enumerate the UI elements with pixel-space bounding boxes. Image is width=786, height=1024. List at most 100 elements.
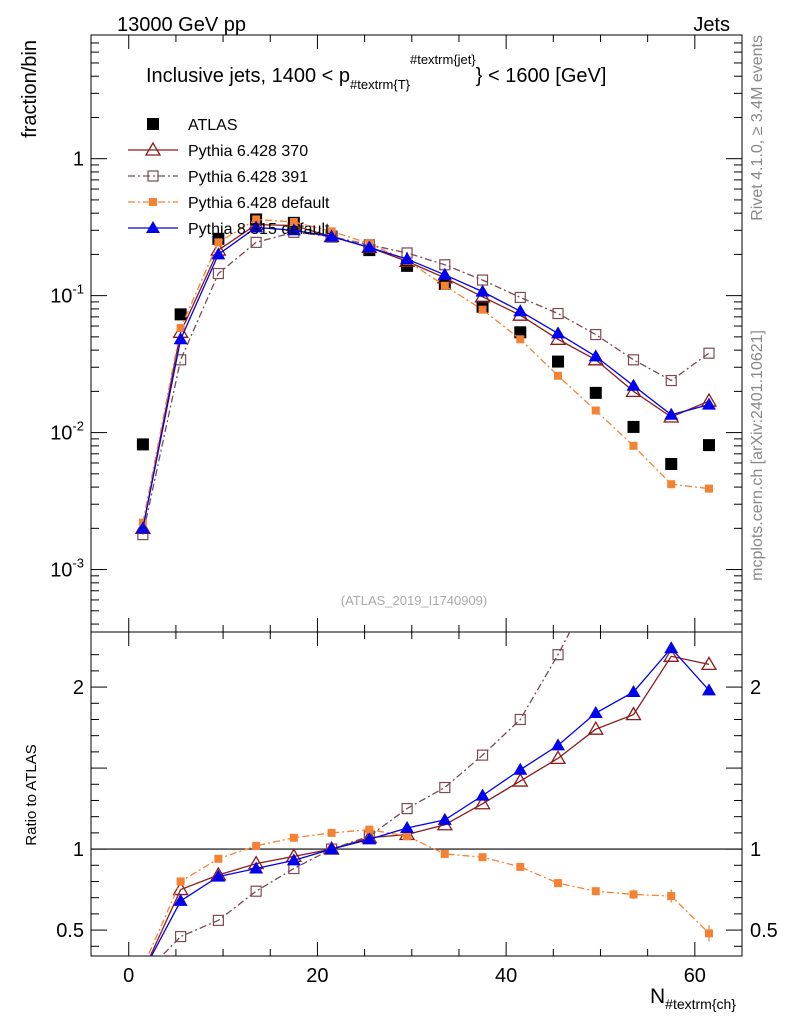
ratio-y-tick-label: 0.5 bbox=[56, 920, 84, 942]
ratio-point bbox=[439, 781, 451, 794]
data-point bbox=[627, 420, 640, 433]
x-axis-label-main: N bbox=[650, 985, 665, 1008]
data-point bbox=[437, 267, 452, 280]
ratio-point bbox=[513, 762, 528, 775]
series-pythia-6-428-default bbox=[138, 215, 713, 527]
series-line bbox=[142, 218, 710, 523]
data-point bbox=[704, 484, 713, 493]
ratio-plot-frame bbox=[90, 631, 743, 957]
ratio-line bbox=[147, 828, 710, 956]
ratio-point bbox=[289, 833, 298, 842]
ratio-series-pythia-6-428-default bbox=[139, 825, 713, 971]
legend-label: ATLAS bbox=[188, 117, 238, 134]
ratio-point bbox=[700, 656, 718, 671]
data-point bbox=[250, 236, 262, 248]
ratio-point bbox=[365, 825, 374, 834]
ratio-point bbox=[704, 929, 713, 938]
ratio-point bbox=[663, 648, 680, 662]
data-point bbox=[514, 291, 526, 304]
ratio-point bbox=[327, 828, 336, 837]
data-point bbox=[590, 328, 602, 341]
ratio-point bbox=[362, 832, 377, 845]
mcplots-url-label: mcplots.cern.ch [arXiv:2401.10621] bbox=[749, 330, 766, 581]
rivet-version-label: Rivet 4.1.0, ≥ 3.4M events bbox=[749, 35, 766, 221]
header-energy: 13000 GeV pp bbox=[117, 14, 246, 36]
ratio-point bbox=[173, 893, 188, 906]
data-point bbox=[362, 240, 377, 253]
ratio-point bbox=[212, 914, 224, 926]
ratio-point bbox=[138, 970, 148, 980]
ratio-y-tick-label-right: 1 bbox=[750, 839, 761, 861]
ratio-point bbox=[666, 342, 676, 352]
legend-marker bbox=[147, 118, 159, 130]
chart-title-sub: #textrm{T} bbox=[350, 77, 411, 92]
data-point bbox=[552, 355, 565, 368]
data-point bbox=[665, 374, 677, 387]
ratio-point bbox=[625, 706, 642, 721]
data-point bbox=[664, 407, 679, 420]
ratio-point bbox=[591, 887, 600, 896]
legend-entry: Pythia 8.315 default bbox=[128, 221, 330, 238]
ratio-point bbox=[549, 750, 567, 765]
x-tick-label: 60 bbox=[684, 965, 706, 987]
data-point bbox=[514, 326, 527, 339]
x-tick-label: 40 bbox=[495, 965, 517, 987]
data-point bbox=[475, 284, 490, 297]
ratio-point bbox=[400, 821, 415, 834]
ratio-point bbox=[214, 854, 223, 863]
ratio-y-tick-label-right: 0.5 bbox=[750, 920, 778, 942]
ratio-point bbox=[629, 890, 638, 899]
data-point bbox=[400, 252, 415, 265]
ratio-series-pythia-6-428-370 bbox=[149, 648, 718, 956]
data-point bbox=[135, 521, 150, 534]
legend-entry: Pythia 6.428 default bbox=[128, 195, 330, 212]
ratio-point bbox=[176, 877, 185, 886]
data-point bbox=[214, 238, 223, 247]
y-axis-label: fraction/bin bbox=[19, 40, 41, 138]
ratio-point bbox=[249, 861, 264, 874]
ratio-y-axis-label: Ratio to ATLAS bbox=[23, 744, 40, 845]
ratio-line bbox=[149, 655, 710, 956]
data-point bbox=[478, 305, 487, 314]
legend-label: Pythia 6.428 370 bbox=[188, 143, 308, 160]
data-point bbox=[701, 397, 716, 410]
ratio-point bbox=[403, 832, 412, 841]
ratio-point bbox=[667, 892, 676, 901]
ratio-point bbox=[704, 245, 714, 255]
series-line bbox=[142, 231, 710, 535]
ratio-point bbox=[476, 749, 489, 761]
data-point bbox=[626, 378, 641, 391]
y-tick-label: 10-3 bbox=[50, 556, 84, 582]
y-tick-label: 10-2 bbox=[50, 419, 84, 445]
ratio-point bbox=[516, 862, 525, 871]
series-pythia-6-428-391 bbox=[137, 226, 715, 541]
ratio-series-pythia-8-315-default bbox=[150, 641, 716, 956]
data-point bbox=[627, 354, 640, 366]
data-point bbox=[665, 457, 678, 470]
data-point bbox=[324, 229, 339, 242]
legend-marker bbox=[146, 221, 160, 233]
ratio-point bbox=[587, 720, 604, 735]
ratio-point bbox=[139, 963, 147, 971]
data-point bbox=[703, 347, 715, 359]
series-line bbox=[142, 226, 710, 529]
legend-entry: Pythia 6.428 370 bbox=[128, 141, 308, 160]
header-process: Jets bbox=[693, 14, 730, 36]
data-point bbox=[513, 304, 528, 317]
ratio-point bbox=[478, 853, 487, 862]
ratio-line bbox=[160, 632, 571, 956]
x-tick-label: 20 bbox=[306, 965, 328, 987]
legend-label: Pythia 6.428 default bbox=[188, 195, 330, 212]
ratio-point bbox=[591, 577, 601, 587]
data-point bbox=[588, 349, 603, 362]
data-point bbox=[589, 386, 602, 399]
legend-label: Pythia 8.315 default bbox=[188, 221, 330, 238]
data-point bbox=[702, 439, 715, 452]
series-pythia-8-315-default bbox=[135, 220, 716, 534]
chart-title-sup: #textrm{jet} bbox=[410, 52, 476, 67]
ratio-point bbox=[701, 683, 716, 696]
ratio-y-tick-label-right: 2 bbox=[750, 677, 761, 699]
data-point bbox=[554, 371, 563, 380]
series-pythia-6-428-370 bbox=[134, 216, 718, 534]
legend-label: Pythia 6.428 391 bbox=[188, 169, 308, 186]
